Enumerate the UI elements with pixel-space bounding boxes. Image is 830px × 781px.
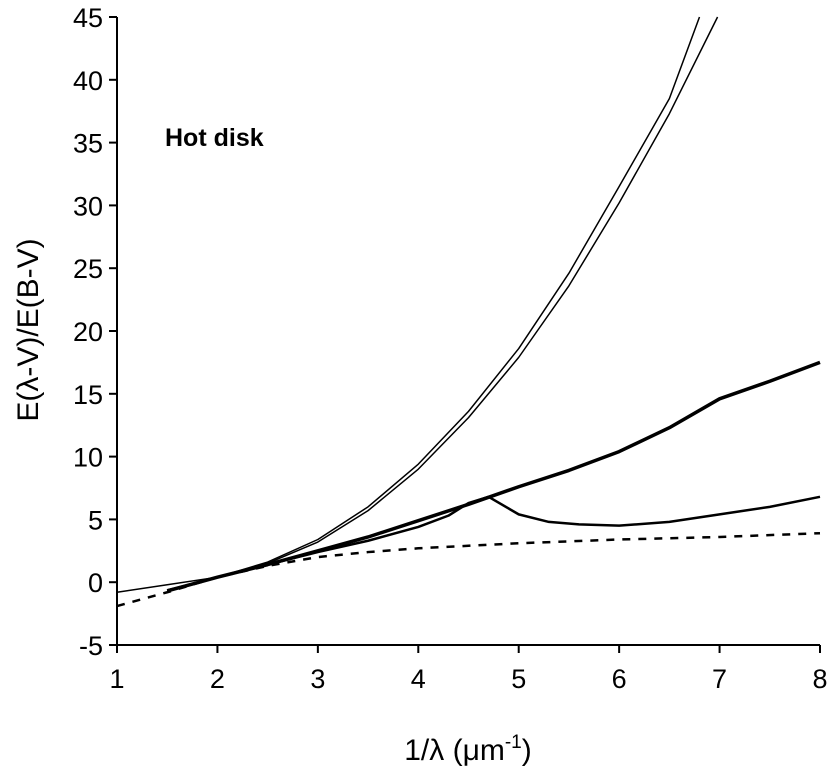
x-axis-label-sup: -1 <box>505 732 522 753</box>
annotation: Hot disk <box>165 124 264 152</box>
y-tick-label: -5 <box>79 631 103 661</box>
data-line <box>116 531 821 608</box>
x-tick-label: 3 <box>310 664 325 694</box>
x-tick-label: 5 <box>511 664 526 694</box>
y-tick-label: 10 <box>73 443 103 473</box>
data-line <box>167 16 719 591</box>
y-tick-label: 45 <box>73 3 103 33</box>
y-tick-label: 25 <box>73 254 103 284</box>
x-tick-label: 4 <box>411 664 426 694</box>
y-tick-label: 40 <box>73 66 103 96</box>
x-tick-label: 8 <box>812 664 827 694</box>
x-axis-label-main: 1/λ (μm <box>404 734 505 767</box>
x-axis-label: 1/λ (μm-1) <box>404 732 532 767</box>
y-tick-label: 30 <box>73 191 103 221</box>
x-axis-label-end: ) <box>522 734 532 767</box>
y-tick-label: 15 <box>73 380 103 410</box>
y-tick-label: 35 <box>73 129 103 159</box>
y-tick-label: 20 <box>73 317 103 347</box>
x-tick-label: 1 <box>109 664 124 694</box>
x-tick-label: 6 <box>612 664 627 694</box>
data-line <box>166 360 821 593</box>
x-tick-label: 2 <box>210 664 225 694</box>
data-line <box>166 495 821 593</box>
y-tick-label: 5 <box>88 505 103 535</box>
y-tick-label: 0 <box>88 568 103 598</box>
y-axis-label: E(λ-V)/E(B-V) <box>12 238 45 421</box>
x-tick-label: 7 <box>712 664 727 694</box>
data-line <box>116 16 701 593</box>
